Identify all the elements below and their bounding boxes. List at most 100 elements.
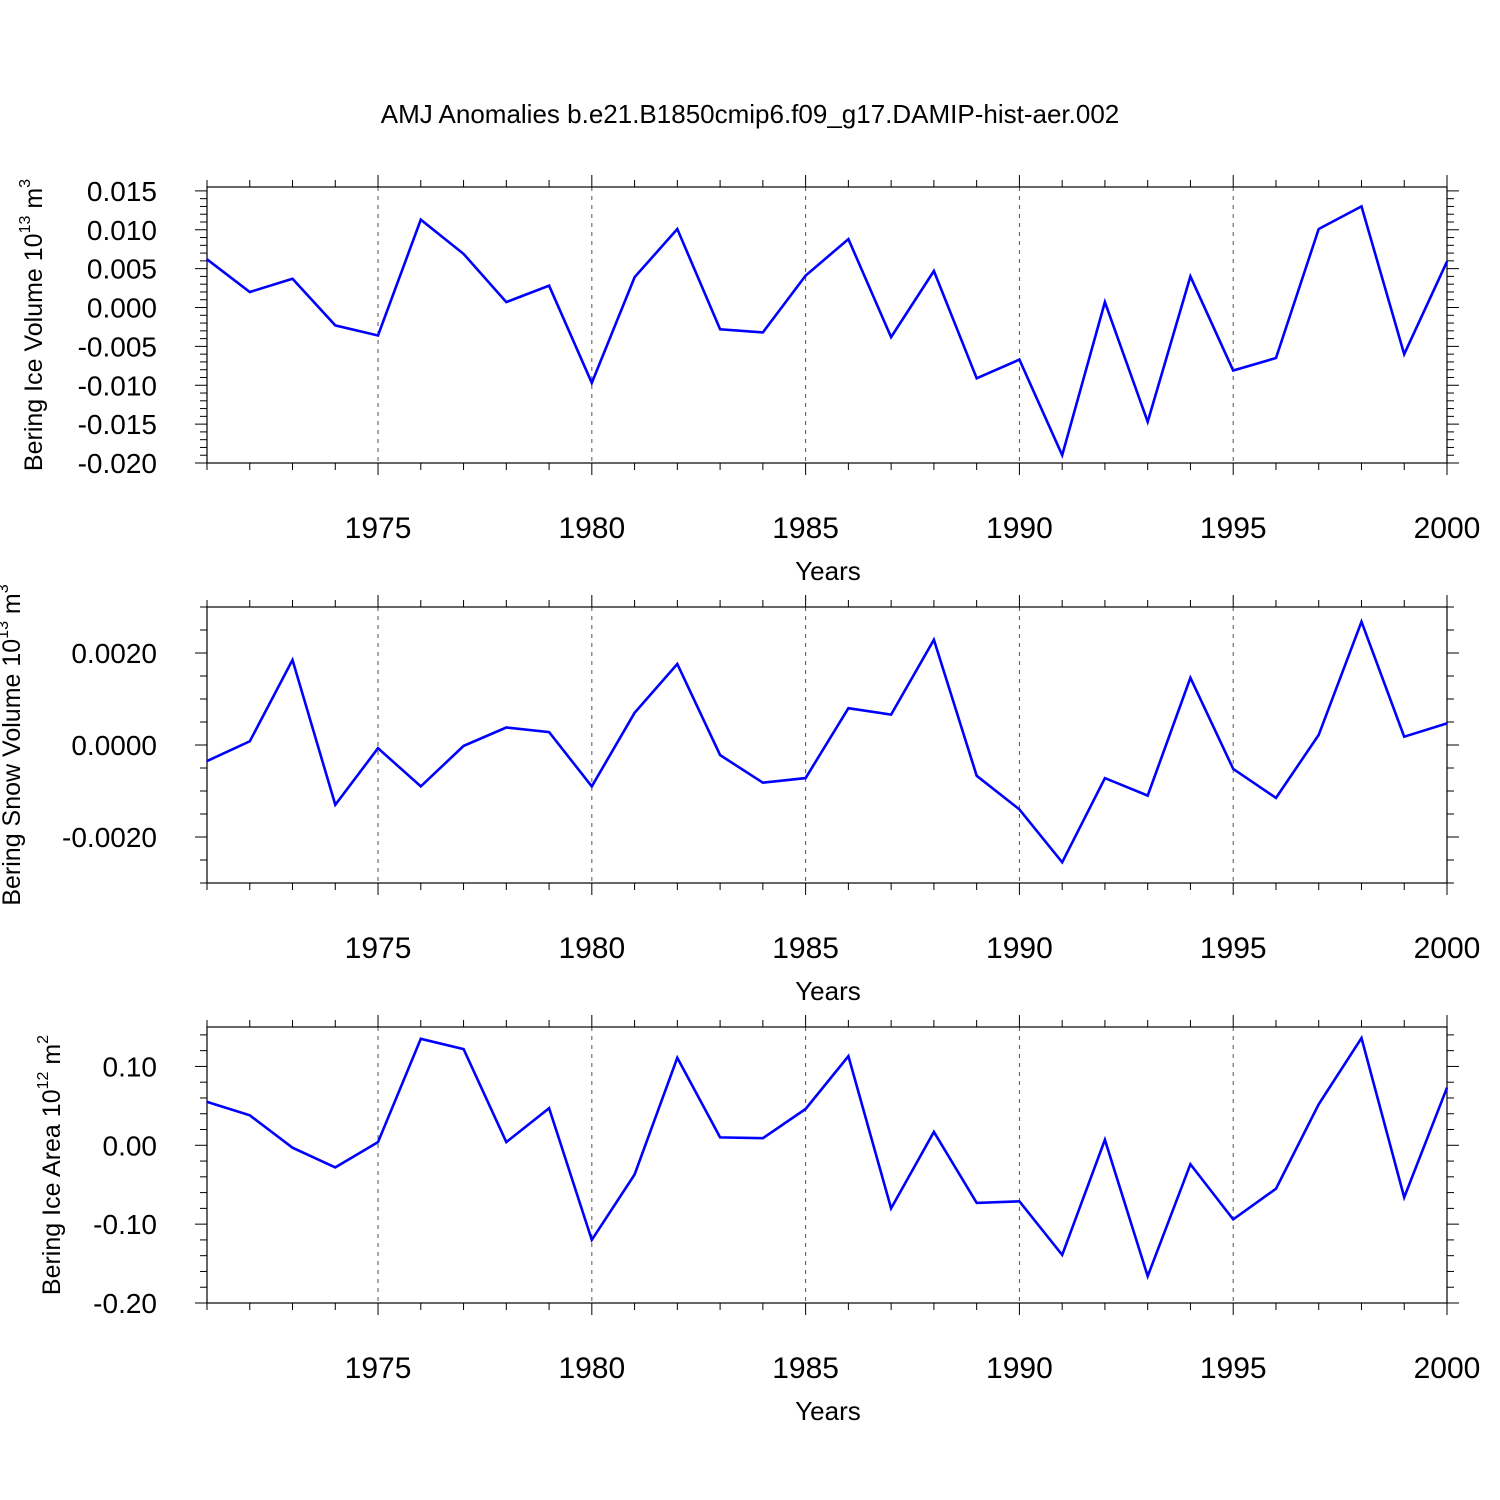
data-point — [334, 1166, 337, 1169]
data-point — [1018, 808, 1021, 811]
data-point — [975, 1202, 978, 1204]
chart-title: AMJ Anomalies b.e21.B1850cmip6.f09_g17.D… — [381, 99, 1120, 129]
data-point — [377, 334, 379, 337]
x-tick-label: 1975 — [345, 512, 412, 545]
y-tick-label: 0.000 — [87, 293, 157, 324]
data-point — [1061, 861, 1063, 864]
data-point — [1061, 454, 1063, 457]
data-point — [505, 726, 508, 729]
data-point — [1061, 1254, 1063, 1256]
data-point — [1446, 1086, 1448, 1089]
y-tick-label: -0.005 — [78, 331, 157, 362]
data-point — [762, 781, 764, 784]
data-point — [419, 1038, 422, 1040]
data-point — [1146, 420, 1149, 423]
data-point — [762, 1137, 764, 1139]
x-axis-label: Years — [795, 1396, 861, 1426]
data-point — [248, 1114, 251, 1117]
data-point — [548, 284, 550, 287]
y-tick-label: -0.10 — [93, 1209, 157, 1240]
x-tick-label: 1985 — [772, 932, 839, 965]
data-point — [206, 760, 208, 762]
data-point — [933, 1131, 935, 1133]
x-tick-label: 2000 — [1414, 932, 1481, 965]
data-point — [1317, 734, 1320, 736]
data-point — [676, 228, 679, 230]
data-point — [1360, 1037, 1363, 1039]
data-point — [1146, 794, 1149, 797]
data-point — [334, 324, 337, 327]
data-point — [676, 663, 679, 665]
y-tick-label: 0.0000 — [71, 730, 157, 761]
data-point — [1360, 205, 1363, 208]
data-point — [1104, 777, 1106, 779]
data-point — [462, 745, 465, 747]
data-point — [462, 1048, 465, 1050]
x-tick-label: 1990 — [986, 512, 1053, 545]
data-point — [847, 238, 850, 240]
data-point — [933, 270, 935, 272]
data-point — [804, 274, 807, 277]
data-point — [591, 1239, 593, 1241]
series-line-0 — [206, 204, 1449, 460]
ice-area-panel: 1975 1980 1985 1990 1995 2000 Years -0.20 -0.10 0… — [35, 1015, 1480, 1426]
data-point — [1403, 735, 1406, 738]
data-point — [890, 1207, 892, 1210]
data-point — [1403, 1196, 1406, 1199]
data-point — [633, 1173, 636, 1176]
data-point — [1360, 620, 1363, 623]
data-point — [291, 659, 294, 661]
x-tick-label: 1980 — [558, 1352, 625, 1385]
x-tick-label: 2000 — [1414, 1352, 1481, 1385]
y-tick-label: 0.10 — [103, 1051, 158, 1082]
data-point — [248, 291, 251, 293]
y-tick-label: 0.010 — [87, 215, 157, 246]
x-tick-label: 1990 — [986, 932, 1053, 965]
data-point — [548, 731, 550, 733]
x-tick-label: 1985 — [772, 1352, 839, 1385]
y-axis-label: Bering Ice Volume 1013 m3 — [17, 179, 48, 471]
data-point — [1446, 722, 1448, 725]
data-point — [975, 775, 978, 777]
data-point — [719, 754, 721, 756]
data-point — [1275, 1187, 1277, 1190]
data-point — [1189, 275, 1192, 278]
x-tick-label: 1990 — [986, 1352, 1053, 1385]
data-point — [1104, 301, 1106, 303]
y-tick-label: -0.010 — [78, 370, 157, 401]
y-tick-label: 0.00 — [103, 1130, 158, 1161]
data-point — [1403, 353, 1406, 355]
data-point — [676, 1056, 679, 1059]
x-tick-label: 1995 — [1200, 932, 1267, 965]
x-tick-label: 1975 — [345, 932, 412, 965]
data-point — [1446, 260, 1448, 263]
data-point — [975, 377, 978, 380]
y-tick-label: 0.015 — [87, 176, 157, 207]
data-point — [890, 336, 892, 338]
data-point — [462, 253, 465, 255]
data-point — [1104, 1138, 1106, 1141]
data-point — [505, 1141, 508, 1143]
data-point — [719, 328, 721, 331]
data-point — [291, 1146, 294, 1149]
data-point — [377, 1141, 379, 1143]
data-point — [847, 707, 850, 709]
data-point — [933, 638, 935, 641]
data-point — [1189, 677, 1192, 679]
x-tick-label: 1980 — [558, 932, 625, 965]
y-axis-label: Bering Snow Volume 1013 m3 — [0, 584, 26, 905]
y-tick-label: -0.020 — [78, 448, 157, 479]
data-point — [248, 740, 251, 743]
data-point — [591, 382, 593, 384]
y-tick-label: 0.005 — [87, 254, 157, 285]
data-point — [1146, 1275, 1149, 1277]
data-point — [419, 218, 422, 221]
data-point — [1018, 1200, 1021, 1203]
data-point — [847, 1055, 850, 1057]
plot-frame — [206, 1026, 1448, 1304]
x-axis-label: Years — [795, 556, 861, 586]
data-point — [1275, 797, 1277, 799]
x-tick-label: 1995 — [1200, 1352, 1267, 1385]
data-point — [719, 1136, 721, 1139]
